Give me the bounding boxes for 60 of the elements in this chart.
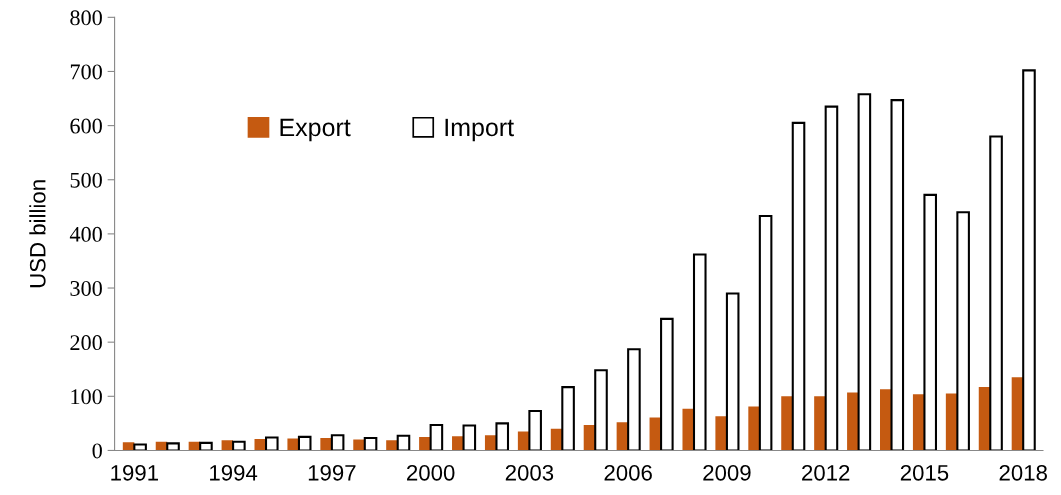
bar (923, 193, 938, 451)
bar (330, 434, 345, 451)
bar (682, 408, 694, 451)
legend-label: Import (445, 118, 514, 142)
bar (452, 436, 464, 451)
y-tick-label: 700 (70, 64, 102, 80)
x-tick-label: 2015 (900, 464, 949, 481)
y-tick-label: 0 (92, 443, 102, 459)
bar (781, 396, 793, 451)
y-tick-label: 200 (70, 335, 102, 351)
bar (725, 292, 740, 451)
bar (627, 348, 641, 451)
bar (297, 435, 312, 451)
bar (561, 386, 575, 451)
y-tick-label: 500 (70, 172, 102, 188)
bar (232, 440, 246, 451)
bar (660, 317, 674, 451)
bar (363, 436, 378, 451)
bar (857, 93, 872, 451)
bar (715, 416, 727, 451)
bar (528, 409, 542, 451)
bar (824, 105, 839, 451)
x-tick-label: 2006 (604, 464, 652, 481)
bar (462, 424, 477, 451)
x-tick-label: 1991 (111, 464, 158, 481)
x-tick-label: 2003 (505, 464, 554, 481)
bar (386, 440, 398, 451)
bar (429, 423, 444, 451)
bar (890, 99, 905, 451)
x-tick-label: 1997 (308, 464, 356, 481)
bar (419, 436, 431, 451)
bar (692, 253, 707, 451)
bar (133, 443, 147, 451)
x-tick-label: 1994 (210, 464, 258, 481)
x-tick-label: 2012 (802, 464, 850, 481)
y-tick-label: 300 (70, 280, 102, 296)
bar (989, 135, 1003, 451)
bar (758, 214, 773, 451)
bar (166, 442, 180, 451)
y-tick-label: 400 (69, 226, 102, 242)
bar (791, 121, 806, 451)
y-axis-title: USD billion (29, 180, 46, 288)
x-tick-label: 2009 (703, 464, 751, 481)
bar (956, 211, 970, 451)
bar (814, 396, 826, 451)
y-tick-label: 100 (71, 389, 102, 405)
legend-label: Export (280, 118, 351, 142)
y-tick-label: 800 (70, 10, 102, 26)
x-tick-label: 2000 (407, 464, 455, 481)
bar (396, 434, 411, 451)
y-tick-label: 600 (70, 118, 102, 134)
bar (199, 441, 213, 451)
bar (748, 406, 760, 451)
bar (264, 436, 279, 451)
bar (1022, 69, 1036, 451)
x-tick-label: 2018 (999, 464, 1047, 481)
bar (594, 369, 608, 451)
bar (847, 392, 859, 451)
bar (320, 438, 332, 451)
bar (495, 422, 510, 451)
